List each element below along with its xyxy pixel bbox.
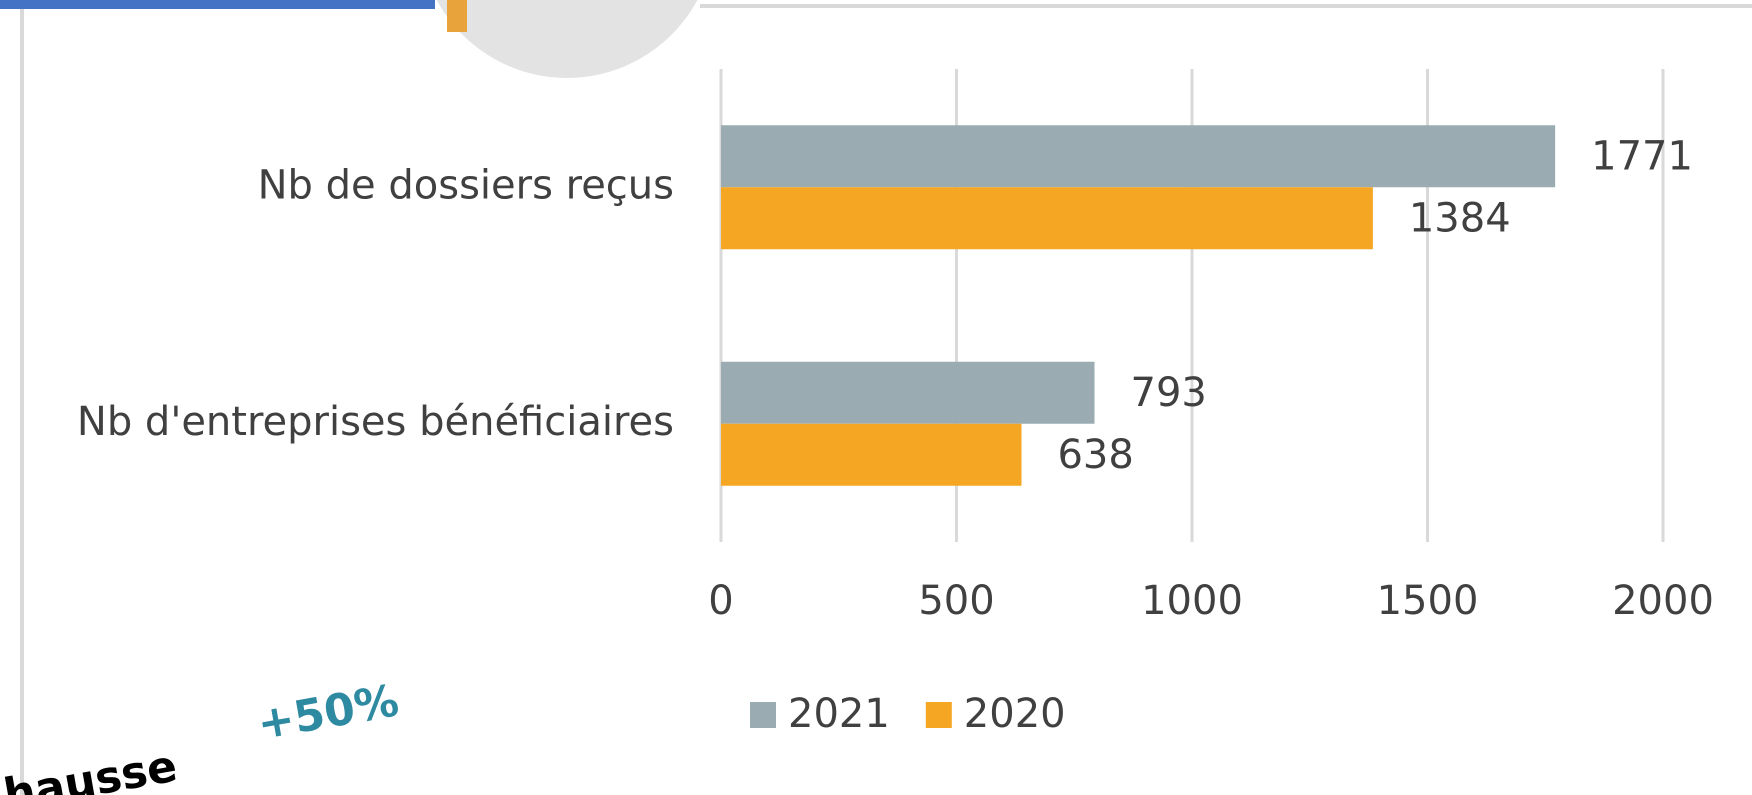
- x-tick-label: 500: [918, 578, 994, 624]
- value-label: 793: [1131, 370, 1207, 416]
- photo-circle: [436, 0, 698, 78]
- annotation: hausse +50%: [0, 675, 403, 795]
- bar: [721, 423, 1022, 486]
- x-tick-label: 1500: [1377, 578, 1479, 624]
- photo-detail: [447, 0, 467, 32]
- bar: [721, 361, 1095, 424]
- x-tick-label: 2000: [1612, 578, 1714, 624]
- legend-swatch: [750, 702, 776, 728]
- annotation-text: hausse: [0, 741, 181, 795]
- category-label: Nb de dossiers reçus: [258, 162, 674, 208]
- value-label: 1384: [1409, 195, 1511, 241]
- header-bar: [0, 0, 435, 9]
- x-tick-label: 1000: [1141, 578, 1243, 624]
- legend-swatch: [925, 702, 952, 728]
- legend-label: 2020: [964, 691, 1066, 737]
- annotation-percent: +50%: [254, 675, 403, 750]
- bar: [721, 125, 1556, 188]
- value-label: 1771: [1591, 133, 1693, 179]
- bar: [721, 187, 1373, 250]
- legend-label: 2021: [788, 691, 890, 737]
- value-label: 638: [1057, 432, 1133, 478]
- category-label: Nb d'entreprises bénéficiaires: [77, 399, 674, 445]
- x-tick-label: 0: [708, 578, 733, 624]
